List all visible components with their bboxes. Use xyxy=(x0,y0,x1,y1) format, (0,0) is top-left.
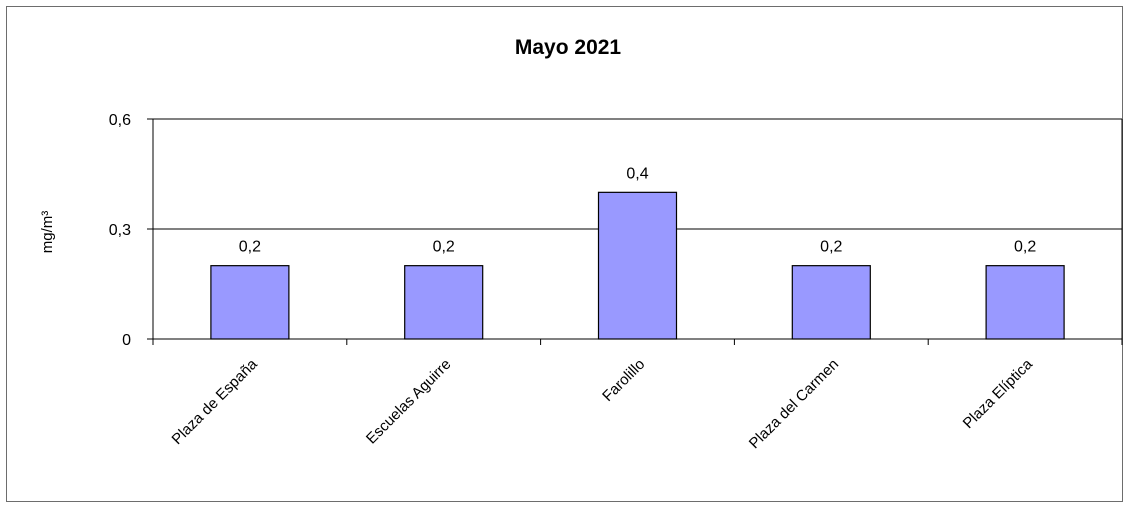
category-label: Plaza del Carmen xyxy=(746,356,842,452)
category-label: Farolillo xyxy=(599,356,648,405)
y-axis-label: mg/m³ xyxy=(39,211,56,254)
category-label: Escuelas Aguirre xyxy=(363,356,455,448)
bar xyxy=(985,265,1065,340)
bar xyxy=(210,265,290,340)
chart-frame xyxy=(6,6,1123,502)
data-label: 0,4 xyxy=(626,165,648,182)
y-tick-label: 0 xyxy=(122,332,131,349)
category-label: Plaza de España xyxy=(169,355,262,448)
category-label: Plaza Elíptica xyxy=(960,355,1037,432)
bar xyxy=(597,191,678,340)
bar xyxy=(404,265,484,340)
chart-title: Mayo 2021 xyxy=(515,36,622,59)
bars xyxy=(210,191,1065,340)
data-label: 0,2 xyxy=(433,239,455,256)
data-label: 0,2 xyxy=(1014,239,1036,256)
data-label: 0,2 xyxy=(820,239,842,256)
y-tick-label: 0,3 xyxy=(109,222,131,239)
bar xyxy=(791,265,871,340)
axes xyxy=(147,118,1123,345)
y-tick-label: 0,6 xyxy=(109,112,131,129)
data-label: 0,2 xyxy=(239,239,261,256)
